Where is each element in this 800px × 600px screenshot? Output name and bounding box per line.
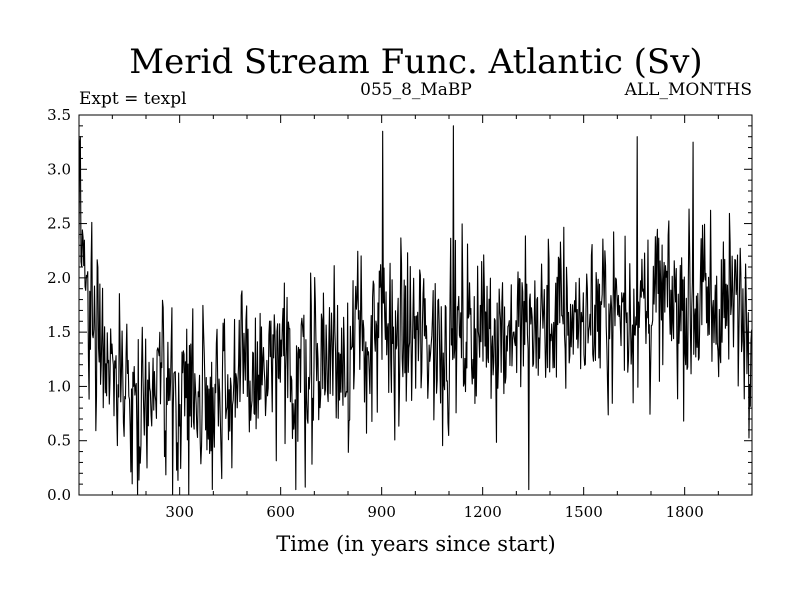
x-axis-label: Time (in years since start) — [276, 532, 555, 556]
y-tick-label: 3.5 — [47, 106, 71, 124]
y-tick-label: 2.0 — [47, 269, 71, 287]
y-tick-labels: 0.0 0.5 1.0 1.5 2.0 2.5 3.0 3.5 — [47, 106, 71, 504]
x-tick-label: 1800 — [666, 503, 704, 521]
x-tick-label: 900 — [367, 503, 396, 521]
series-group — [78, 125, 753, 496]
experiment-label: Expt = texpl — [79, 89, 187, 109]
series-line — [78, 125, 753, 496]
y-tick-label: 1.5 — [47, 323, 71, 341]
y-tick-label: 0.0 — [47, 486, 71, 504]
x-tick-labels: 300 600 900 1200 1500 1800 — [165, 503, 703, 521]
y-tick-label: 0.5 — [47, 432, 71, 450]
months-label: ALL_MONTHS — [624, 80, 752, 100]
y-tick-label: 3.0 — [47, 160, 71, 178]
x-tick-label: 600 — [266, 503, 295, 521]
x-tick-label: 1500 — [565, 503, 603, 521]
x-tick-label: 1200 — [464, 503, 502, 521]
x-tick-label: 300 — [165, 503, 194, 521]
axis-ticks — [79, 114, 752, 496]
y-tick-label: 2.5 — [47, 215, 71, 233]
period-label: 055_8_MaBP — [360, 80, 472, 100]
chart-title: Merid Stream Func. Atlantic (Sv) — [129, 42, 702, 82]
y-tick-label: 1.0 — [47, 377, 71, 395]
